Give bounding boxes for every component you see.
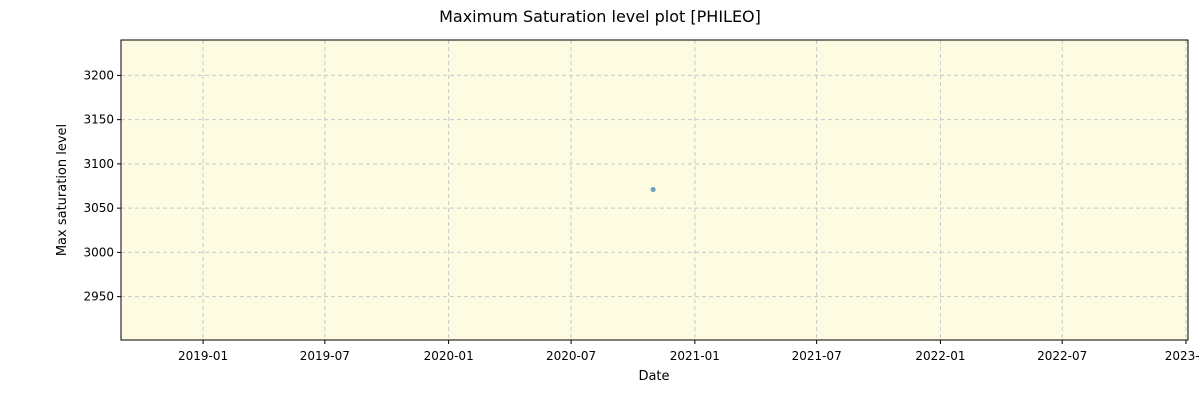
x-gridlines: [202, 40, 1187, 340]
y-axis-label: Max saturation level: [55, 124, 70, 256]
x-tick-label: 2019-01: [178, 349, 228, 363]
y-gridlines: [121, 74, 1188, 298]
x-tick-label: 2022-07: [1037, 349, 1087, 363]
x-tick-label: 2019-07: [300, 349, 350, 363]
plot-frame: [120, 39, 1189, 341]
x-tick-label: 2021-07: [792, 349, 842, 363]
y-tick-label: 2950: [83, 290, 114, 304]
x-tick-label: 2021-01: [670, 349, 720, 363]
data-point: [650, 187, 656, 193]
x-tick-label: 2020-01: [424, 349, 474, 363]
y-axis-ticks: 2950 3000 3050 3100 3150 3200: [83, 68, 121, 304]
x-tick-label: 2023-0: [1165, 349, 1200, 363]
y-tick-label: 3100: [83, 157, 114, 171]
x-tick-label: 2022-01: [915, 349, 965, 363]
x-tick-label: 2020-07: [546, 349, 596, 363]
data-points: [650, 187, 656, 193]
chart-title: Maximum Saturation level plot [PHILEO]: [439, 7, 761, 26]
y-tick-label: 3050: [83, 201, 114, 215]
y-tick-label: 3150: [83, 113, 114, 127]
x-axis-ticks: 2019-01 2019-07 2020-01 2020-07 2021-01 2021-…: [178, 340, 1200, 363]
y-tick-label: 3000: [83, 245, 114, 259]
y-tick-label: 3200: [83, 68, 114, 82]
x-axis-label: Date: [638, 369, 669, 384]
